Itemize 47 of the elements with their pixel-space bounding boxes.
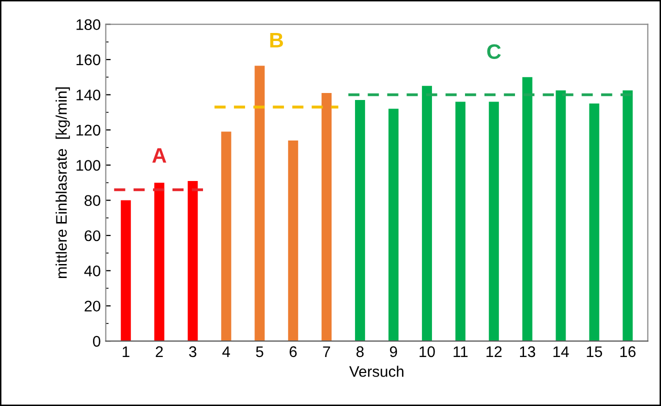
x-tick-label: 6 (290, 346, 297, 358)
x-tick-label: 10 (420, 346, 435, 358)
x-tick-label: 4 (222, 346, 230, 357)
x-tick-label: 3 (189, 346, 196, 358)
bar (556, 90, 566, 342)
y-tick-label: 20 (84, 300, 100, 312)
y-tick-label: 60 (84, 230, 100, 242)
y-tick-label: 160 (76, 54, 100, 66)
y-tick-label: 100 (76, 160, 100, 171)
bar (355, 100, 366, 342)
x-tick-label: 8 (356, 346, 364, 358)
bar (154, 182, 164, 342)
x-tick-label: 12 (486, 346, 502, 357)
bar (221, 132, 232, 342)
y-axis-title: mittlere Einblasrate [kg/min] (56, 87, 70, 278)
y-tick-label: 120 (76, 124, 100, 136)
bar (322, 92, 332, 342)
bar (188, 180, 198, 342)
bar (455, 102, 466, 342)
x-tick-label: 16 (620, 346, 636, 358)
bar (589, 104, 600, 342)
bar (388, 108, 399, 342)
x-tick-label: 9 (390, 346, 398, 358)
x-axis-title: Versuch (349, 366, 404, 377)
y-tick-label: 140 (76, 90, 100, 100)
bar (288, 140, 298, 342)
ref-line-label: A (152, 148, 166, 163)
bar (622, 90, 633, 342)
x-tick-label: 15 (586, 346, 602, 358)
x-tick-label: 13 (520, 346, 536, 358)
bar (522, 77, 532, 342)
x-tick-label: 1 (122, 346, 130, 357)
x-tick-label: 2 (156, 346, 163, 357)
bar (488, 102, 499, 342)
ref-line-label: B (270, 33, 283, 48)
bar (120, 200, 131, 342)
y-tick-label: 180 (76, 19, 100, 30)
y-tick-label: 80 (84, 195, 100, 206)
y-tick-label: 40 (84, 266, 100, 276)
bar (254, 66, 265, 342)
y-tick-label: 0 (93, 336, 100, 347)
x-tick-label: 11 (454, 346, 468, 357)
x-tick-label: 5 (256, 346, 264, 358)
x-tick-label: 7 (323, 346, 330, 357)
ref-line-label: C (487, 44, 501, 59)
bar (422, 86, 432, 342)
x-tick-label: 14 (553, 346, 569, 357)
